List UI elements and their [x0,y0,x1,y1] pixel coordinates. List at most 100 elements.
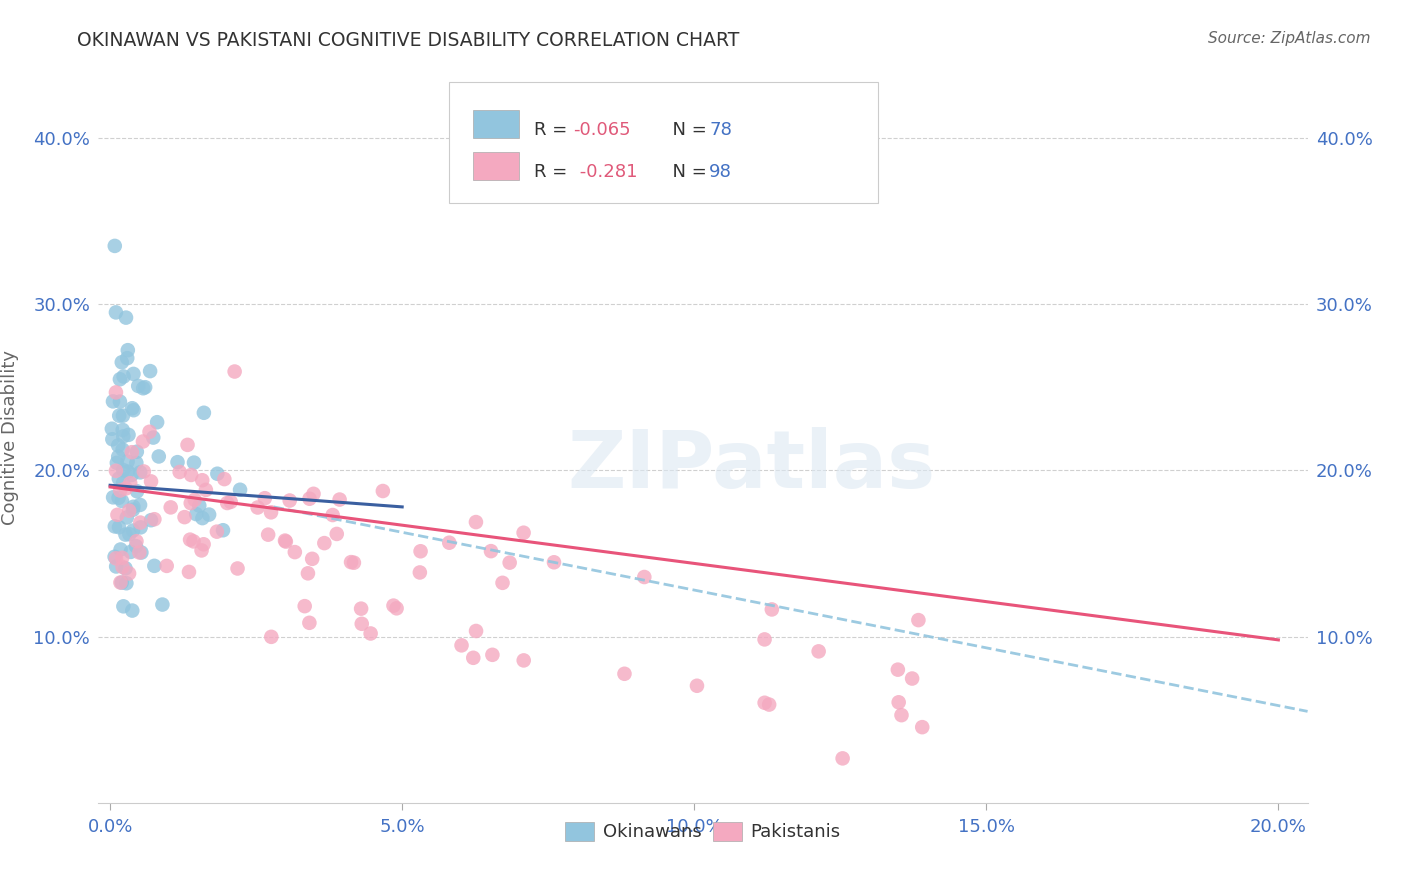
Point [101,394,124,409]
Point [512,525,534,540]
Point [382,599,405,613]
Point [105,559,128,574]
FancyBboxPatch shape [474,152,519,179]
Point [498,556,520,570]
Point [360,626,382,640]
Point [409,566,432,580]
Point [104,551,127,566]
Point [121,467,143,482]
Point [887,695,910,709]
Point [205,524,228,539]
Point [118,504,141,518]
Point [104,305,127,319]
Point [481,648,503,662]
Text: ZIPatlas: ZIPatlas [567,427,935,506]
Point [111,409,134,423]
Point [831,751,853,765]
Point [177,565,200,579]
Point [118,527,141,541]
Point [128,545,150,559]
Point [101,491,124,505]
FancyBboxPatch shape [449,82,879,203]
Point [138,425,160,439]
Text: N =: N = [661,163,713,181]
Text: N =: N = [661,121,713,139]
Point [301,551,323,566]
Y-axis label: Cognitive Disability: Cognitive Disability [1,350,20,524]
Point [107,450,129,464]
Point [754,632,776,647]
Point [127,379,149,393]
Point [129,516,152,530]
Point [112,463,135,477]
Point [148,450,170,464]
Point [343,556,366,570]
Point [350,601,373,615]
Point [207,467,229,481]
Point [246,500,269,515]
Point [108,409,131,423]
Text: 78: 78 [709,121,733,139]
Point [439,535,461,549]
Point [108,394,131,409]
Point [122,500,145,514]
Point [217,496,239,510]
Point [193,406,215,420]
Point [111,442,134,457]
Point [463,650,485,665]
Point [184,492,207,507]
Point [142,431,165,445]
Point [297,566,319,581]
Point [198,508,221,522]
Point [169,465,191,479]
Point [121,401,143,416]
Point [758,698,780,712]
Point [107,438,129,452]
Point [112,369,135,384]
Point [111,550,134,565]
Point [111,494,134,508]
Point [120,545,142,559]
Point [512,653,534,667]
Point [274,533,297,548]
Point [278,493,301,508]
Point [190,543,212,558]
Point [613,666,636,681]
Point [112,599,135,614]
Point [104,549,127,564]
Point [761,602,783,616]
Point [253,491,276,506]
Legend: Okinawans, Pakistanis: Okinawans, Pakistanis [558,814,848,848]
Point [226,561,249,575]
Point [901,672,924,686]
Point [176,438,198,452]
Point [143,558,166,573]
Point [117,427,139,442]
Point [122,403,145,417]
Point [212,523,235,537]
Point [104,464,127,478]
Point [122,524,145,538]
Point [686,679,709,693]
Point [450,638,472,652]
Text: Source: ZipAtlas.com: Source: ZipAtlas.com [1208,31,1371,46]
Point [125,534,148,549]
Point [179,533,201,547]
Point [143,512,166,526]
Point [110,575,132,590]
Point [129,520,152,534]
Point [322,508,344,522]
Point [340,555,363,569]
Point [115,482,138,496]
Point [257,527,280,541]
Text: 98: 98 [709,163,733,181]
Point [214,472,236,486]
Point [115,351,138,366]
Point [111,423,134,437]
Point [108,472,131,486]
Point [131,545,153,559]
Point [104,519,127,533]
Point [125,456,148,470]
Point [294,599,316,614]
Point [183,456,205,470]
